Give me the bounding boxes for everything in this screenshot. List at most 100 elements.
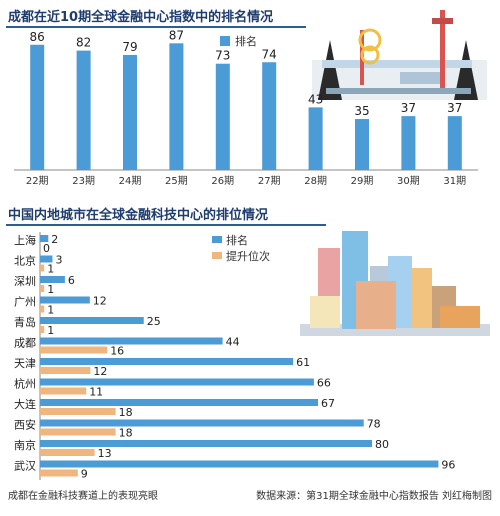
x-tick-label-24期: 24期: [119, 175, 142, 187]
rank-bar-大连: [40, 399, 319, 406]
bar-value-label-29期: 35: [354, 104, 369, 118]
lift-bar-南京: [40, 449, 95, 456]
city-label-青岛: 青岛: [14, 315, 36, 329]
rank-bar-北京: [40, 255, 53, 263]
bar-30期: [401, 116, 416, 170]
city-label-大连: 大连: [14, 397, 36, 411]
rank-value-西安: 78: [367, 418, 381, 431]
bar-26期: [215, 63, 230, 170]
city-label-上海: 上海: [14, 233, 36, 247]
lift-bar-西安: [40, 428, 116, 436]
lift-value-武汉: 9: [81, 468, 88, 481]
rank-bar-天津: [40, 358, 294, 365]
city-label-成都: 成都: [14, 337, 36, 350]
legend-label-rank: 排名: [235, 34, 257, 48]
rank-bar-武汉: [40, 460, 439, 468]
rank-bar-深圳: [40, 276, 65, 283]
legend-swatch-rank: [220, 36, 230, 46]
bar-value-label-28期: 43: [308, 92, 323, 106]
bar-value-label-22期: 86: [30, 30, 45, 44]
x-tick-label-30期: 30期: [397, 175, 420, 187]
rank-value-天津: 61: [296, 356, 310, 369]
bar-27期: [262, 62, 277, 171]
legend-swatch-rank: [212, 236, 222, 243]
chart-1-title-underline: [6, 26, 306, 28]
lift-value-南京: 13: [98, 447, 112, 460]
lift-value-北京: 1: [47, 263, 54, 276]
chart-2-title: 中国内地城市在全球金融科技中心的排位情况: [8, 208, 269, 223]
chart-2-title-underline: [6, 224, 326, 226]
rank-value-武汉: 96: [441, 459, 455, 472]
lift-bar-青岛: [40, 326, 45, 333]
x-tick-label-25期: 25期: [165, 175, 188, 187]
legend-label-rank: 排名: [226, 233, 248, 247]
bar-value-label-30期: 37: [401, 101, 416, 115]
lift-value-深圳: 1: [47, 283, 54, 296]
lift-value-天津: 12: [93, 365, 107, 378]
rank-value-杭州: 66: [317, 377, 331, 390]
rank-bar-杭州: [40, 378, 314, 386]
x-tick-label-28期: 28期: [304, 175, 327, 187]
bar-28期: [308, 107, 323, 170]
lift-value-广州: 1: [47, 304, 54, 317]
bar-22期: [30, 44, 45, 171]
lift-value-杭州: 11: [89, 386, 103, 399]
bar-value-label-26期: 73: [215, 49, 230, 63]
x-tick-label-31期: 31期: [443, 175, 466, 187]
city-label-北京: 北京: [14, 254, 36, 268]
lift-value-西安: 18: [119, 427, 133, 440]
lift-bar-天津: [40, 367, 91, 374]
chart-1-title: 成都在近10期全球金融中心指数中的排名情况: [8, 10, 274, 25]
city-label-杭州: 杭州: [14, 377, 36, 391]
rank-value-青岛: 25: [147, 315, 161, 328]
lift-bar-成都: [40, 346, 108, 354]
bar-24期: [123, 54, 137, 171]
legend-label-lift: 提升位次: [226, 249, 270, 263]
landmark-illustration: [312, 10, 487, 100]
bar-value-label-23期: 82: [76, 36, 91, 50]
city-skyline-illustration: [300, 231, 490, 336]
rank-bar-成都: [40, 337, 223, 345]
x-tick-label-22期: 22期: [26, 175, 49, 187]
bar-value-label-31期: 37: [447, 101, 462, 115]
rank-value-广州: 12: [93, 295, 107, 308]
bar-value-label-25期: 87: [169, 28, 184, 42]
bar-31期: [447, 116, 462, 170]
lift-bar-深圳: [40, 285, 45, 292]
bar-value-label-24期: 79: [122, 40, 137, 54]
top-bar-chart: 排名 86 22期 82 23期 79 24期 87 25期 73 26期 74 27期 43 28期 35 2…: [14, 10, 487, 187]
city-label-广州: 广州: [14, 296, 36, 309]
lift-value-上海: 0: [43, 242, 50, 255]
city-label-西安: 西安: [14, 418, 36, 432]
lift-bar-广州: [40, 305, 45, 313]
rank-value-上海: 2: [51, 233, 58, 246]
bar-29期: [355, 119, 369, 170]
rank-bar-上海: [40, 235, 49, 242]
rank-value-大连: 67: [321, 397, 335, 410]
lift-bar-武汉: [40, 469, 78, 477]
rank-value-北京: 3: [55, 254, 62, 267]
lift-value-大连: 18: [119, 406, 133, 419]
bar-value-label-27期: 74: [262, 47, 277, 61]
rank-bar-青岛: [40, 317, 144, 324]
x-tick-label-27期: 27期: [258, 175, 281, 187]
bar-25期: [169, 43, 184, 170]
lift-value-青岛: 1: [47, 324, 54, 337]
rank-value-南京: 80: [375, 438, 389, 451]
lift-value-成都: 16: [110, 345, 124, 358]
lift-bar-北京: [40, 264, 45, 272]
footer-left-caption: 成都在金融科技赛道上的表现亮眼: [8, 491, 158, 502]
lift-bar-杭州: [40, 387, 87, 395]
rank-bar-西安: [40, 419, 364, 427]
city-label-武汉: 武汉: [14, 460, 36, 473]
city-label-深圳: 深圳: [14, 275, 36, 288]
x-tick-label-29期: 29期: [351, 175, 374, 187]
rank-bar-广州: [40, 296, 90, 304]
x-tick-label-23期: 23期: [72, 175, 95, 187]
rank-bar-南京: [40, 440, 372, 447]
bar-23期: [76, 50, 91, 170]
footer-source-credit: 数据来源：第31期全球金融中心指数报告 刘红梅制图: [256, 491, 492, 502]
lift-bar-大连: [40, 408, 116, 415]
city-label-天津: 天津: [14, 357, 36, 370]
